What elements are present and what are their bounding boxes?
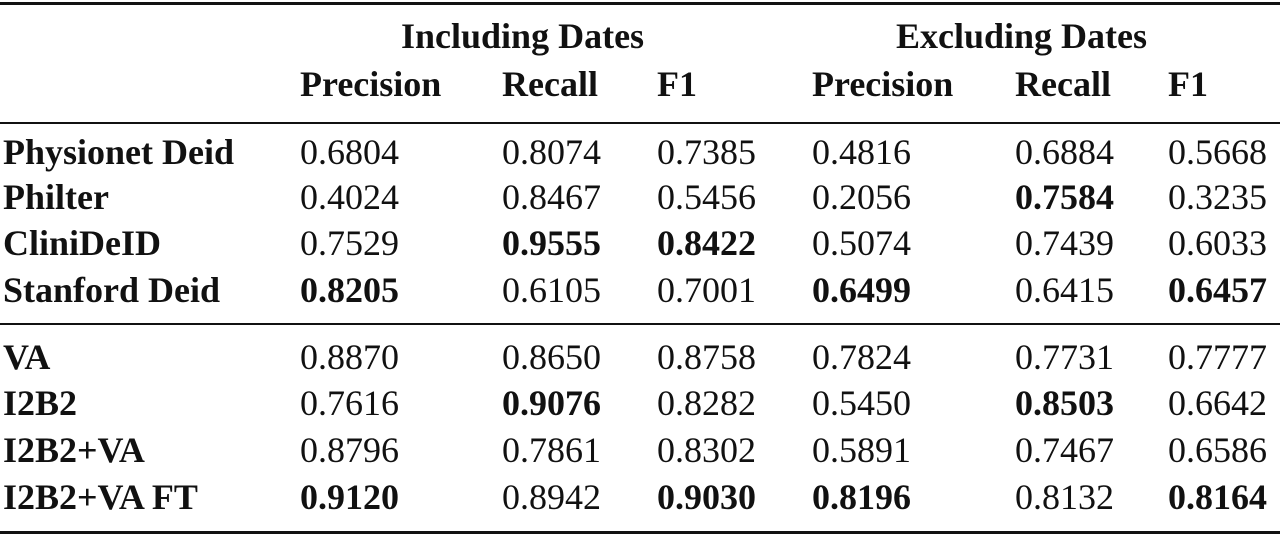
metric-cell: 0.8650 bbox=[502, 337, 601, 377]
bottom-rule bbox=[0, 531, 1280, 534]
metric-cell: 0.8796 bbox=[300, 430, 399, 470]
model-name: I2B2+VA bbox=[3, 430, 145, 470]
metric-cell: 0.9030 bbox=[657, 477, 756, 517]
metric-cell: 0.8282 bbox=[657, 383, 756, 423]
metric-cell: 0.8302 bbox=[657, 430, 756, 470]
metric-cell: 0.8132 bbox=[1015, 477, 1114, 517]
metric-cell: 0.7616 bbox=[300, 383, 399, 423]
metric-cell: 0.8942 bbox=[502, 477, 601, 517]
metric-cell: 0.6804 bbox=[300, 132, 399, 172]
metric-cell: 0.4024 bbox=[300, 177, 399, 217]
metric-cell: 0.2056 bbox=[812, 177, 911, 217]
metric-cell: 0.8758 bbox=[657, 337, 756, 377]
metric-cell: 0.5450 bbox=[812, 383, 911, 423]
group-header-including-dates: Including Dates bbox=[401, 16, 645, 56]
metric-cell: 0.7385 bbox=[657, 132, 756, 172]
model-name: VA bbox=[3, 337, 51, 377]
metric-cell: 0.5456 bbox=[657, 177, 756, 217]
metric-cell: 0.5891 bbox=[812, 430, 911, 470]
metric-cell: 0.8467 bbox=[502, 177, 601, 217]
metric-cell: 0.6033 bbox=[1168, 223, 1267, 263]
model-name: CliniDeID bbox=[3, 223, 162, 263]
metric-cell: 0.4816 bbox=[812, 132, 911, 172]
col-header-precision-excl: Precision bbox=[812, 64, 954, 104]
metric-cell: 0.8196 bbox=[812, 477, 911, 517]
metric-cell: 0.9076 bbox=[502, 383, 601, 423]
col-header-f1-incl: F1 bbox=[657, 64, 697, 104]
metric-cell: 0.7777 bbox=[1168, 337, 1267, 377]
group-header-excluding-dates: Excluding Dates bbox=[896, 16, 1148, 56]
metric-cell: 0.6105 bbox=[502, 270, 601, 310]
metric-cell: 0.7824 bbox=[812, 337, 911, 377]
model-name: Physionet Deid bbox=[3, 132, 235, 172]
model-name: Stanford Deid bbox=[3, 270, 221, 310]
group-divider-rule bbox=[0, 323, 1280, 325]
metric-cell: 0.3235 bbox=[1168, 177, 1267, 217]
metric-cell: 0.7861 bbox=[502, 430, 601, 470]
metric-cell: 0.8503 bbox=[1015, 383, 1114, 423]
metric-cell: 0.5074 bbox=[812, 223, 911, 263]
metric-cell: 0.6499 bbox=[812, 270, 911, 310]
metric-cell: 0.7467 bbox=[1015, 430, 1114, 470]
metric-cell: 0.8164 bbox=[1168, 477, 1267, 517]
metric-cell: 0.8074 bbox=[502, 132, 601, 172]
metric-cell: 0.6884 bbox=[1015, 132, 1114, 172]
metric-cell: 0.8870 bbox=[300, 337, 399, 377]
metric-cell: 0.7001 bbox=[657, 270, 756, 310]
model-name: I2B2 bbox=[3, 383, 78, 423]
metric-cell: 0.7731 bbox=[1015, 337, 1114, 377]
col-header-f1-excl: F1 bbox=[1168, 64, 1208, 104]
metric-cell: 0.8422 bbox=[657, 223, 756, 263]
metric-cell: 0.7529 bbox=[300, 223, 399, 263]
col-header-precision-incl: Precision bbox=[300, 64, 442, 104]
metric-cell: 0.9120 bbox=[300, 477, 399, 517]
metric-cell: 0.7439 bbox=[1015, 223, 1114, 263]
metric-cell: 0.7584 bbox=[1015, 177, 1114, 217]
metric-cell: 0.6586 bbox=[1168, 430, 1267, 470]
col-header-recall-excl: Recall bbox=[1015, 64, 1111, 104]
model-name: Philter bbox=[3, 177, 109, 217]
col-header-recall-incl: Recall bbox=[502, 64, 598, 104]
metric-cell: 0.6642 bbox=[1168, 383, 1267, 423]
metric-cell: 0.6415 bbox=[1015, 270, 1114, 310]
metric-cell: 0.5668 bbox=[1168, 132, 1267, 172]
metric-cell: 0.6457 bbox=[1168, 270, 1267, 310]
metric-cell: 0.8205 bbox=[300, 270, 399, 310]
top-rule bbox=[0, 2, 1280, 5]
model-name: I2B2+VA FT bbox=[3, 477, 198, 517]
header-rule bbox=[0, 122, 1280, 124]
metric-cell: 0.9555 bbox=[502, 223, 601, 263]
